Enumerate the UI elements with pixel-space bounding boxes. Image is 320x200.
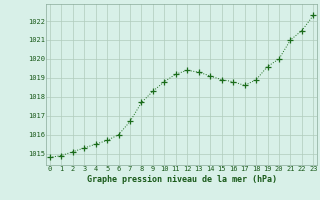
X-axis label: Graphe pression niveau de la mer (hPa): Graphe pression niveau de la mer (hPa)	[87, 175, 276, 184]
